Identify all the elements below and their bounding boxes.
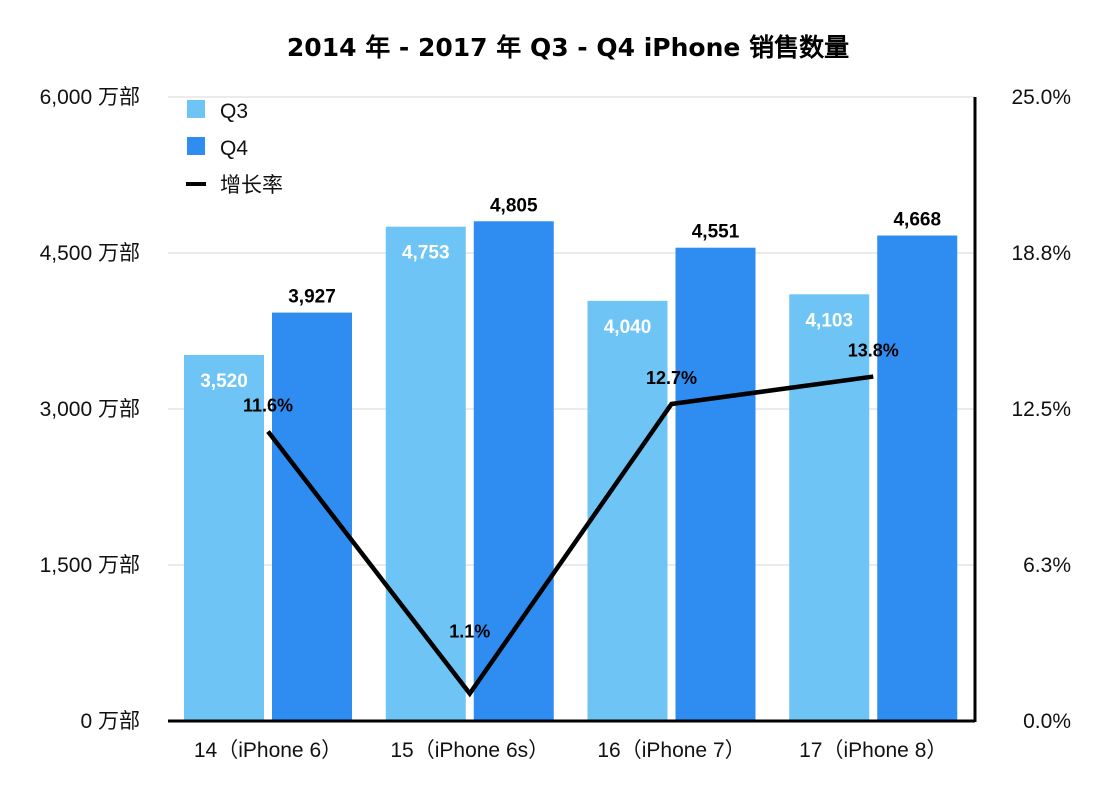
x-tick-label: 14（iPhone 6） [194,739,342,762]
right-axis-ticks: 0.0% 6.3% 12.5% 18.8% 25.0% [1011,86,1071,733]
x-tick-label: 16（iPhone 7） [597,739,745,762]
bar-value-label: 4,668 [893,210,941,231]
growth-rate-label: 12.7% [646,368,697,388]
bar-value-label: 4,753 [402,243,450,264]
bar-value-label: 4,551 [692,222,740,243]
right-tick-label: 6.3% [1023,554,1071,577]
legend-swatch-q3 [187,100,205,118]
bar-q4 [473,221,554,721]
x-tick-label: 15（iPhone 6s） [390,739,549,762]
bar-value-label: 4,103 [805,310,853,331]
bar-q3 [587,300,668,721]
bar-value-label: 4,805 [490,195,538,216]
left-tick-label: 4,500 万部 [40,242,140,265]
bar-value-label: 3,520 [200,371,248,392]
left-tick-label: 3,000 万部 [40,398,140,421]
right-tick-label: 25.0% [1011,86,1071,109]
legend-label: Q4 [220,137,248,160]
growth-rate-label: 13.8% [848,341,899,361]
growth-rate-line: 11.6% 1.1% 12.7% 13.8% [243,341,899,698]
legend-label: Q3 [220,100,248,123]
bar-value-label: 3,927 [288,287,336,308]
bar-q3 [184,354,264,721]
legend-label: 增长率 [220,174,283,197]
legend: Q3 Q4 增长率 [186,100,283,197]
bar-q3 [789,294,870,721]
bars: 3,520 3,927 4,753 4,805 4,040 4,551 4,103 4,668 [184,195,958,722]
bar-q3 [385,226,466,722]
left-axis-ticks: 0 万部 1,500 万部 3,000 万部 4,500 万部 6,000 万部 [40,86,140,733]
growth-rate-label: 11.6% [243,395,293,415]
bar-q4 [272,312,352,721]
bar-q4 [675,247,756,722]
x-axis-labels: 14（iPhone 6） 15（iPhone 6s） 16（iPhone 7） 17（… [194,739,948,762]
left-tick-label: 1,500 万部 [40,554,140,577]
growth-rate-label: 1.1% [449,622,490,642]
right-tick-label: 0.0% [1023,710,1071,733]
growth-rate-polyline [266,374,874,698]
left-tick-label: 0 万部 [80,710,140,733]
bar-value-label: 4,040 [604,317,652,338]
x-tick-label: 17（iPhone 8） [799,739,947,762]
left-tick-label: 6,000 万部 [40,86,140,109]
axes [168,97,977,723]
chart-title: 2014 年 - 2017 年 Q3 - Q4 iPhone 销售数量 [287,33,849,62]
legend-swatch-q4 [187,137,205,155]
right-tick-label: 12.5% [1011,398,1071,421]
bar-q4 [877,235,958,721]
right-tick-label: 18.8% [1011,242,1071,265]
